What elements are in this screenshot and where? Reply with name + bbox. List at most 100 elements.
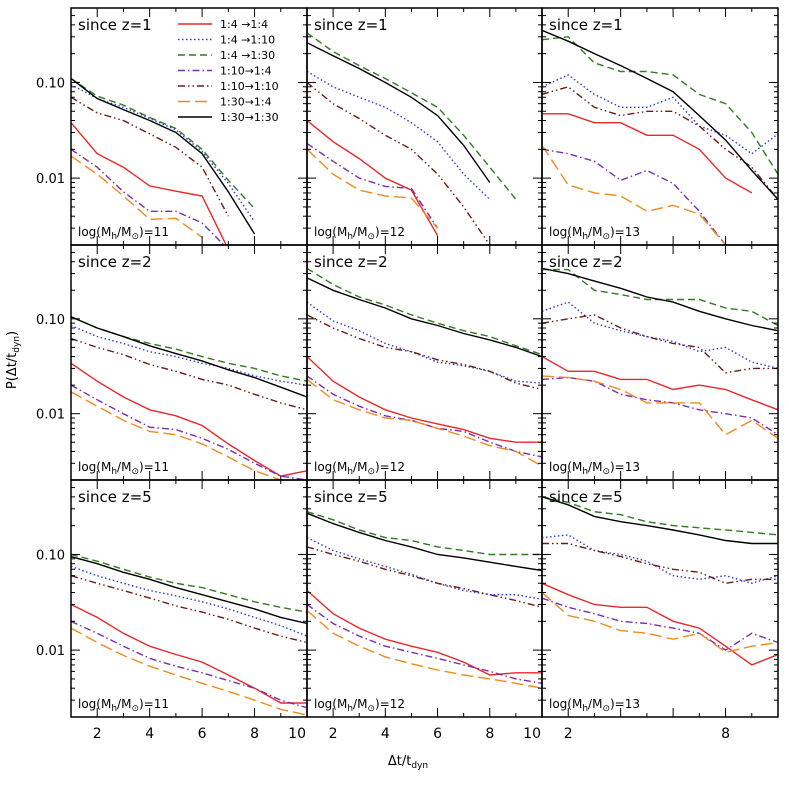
series-group — [71, 553, 307, 716]
series-line-4 — [71, 148, 225, 245]
panel-title: since z=1 — [78, 16, 152, 34]
series-line-6 — [307, 378, 542, 467]
series-line-3 — [307, 511, 542, 556]
series-line-4 — [542, 148, 727, 245]
series-line-3 — [542, 36, 778, 175]
legend-label: 1:4 →1:4 — [220, 18, 268, 31]
series-line-4 — [71, 384, 307, 480]
series-line-2 — [71, 565, 307, 637]
panel-grid: 0.01 0.10 since z=1 log(Mh/M⊙)=11 since z=1 l… — [36, 7, 779, 742]
series-line-7 — [542, 267, 778, 332]
series-line-7 — [71, 77, 256, 235]
mass-label: log(Mh/M⊙)=11 — [78, 697, 169, 714]
panel-frame — [306, 479, 543, 718]
series-line-5 — [542, 542, 778, 585]
series-line-4 — [71, 620, 307, 709]
mass-label: log(Mh/M⊙)=13 — [549, 697, 640, 714]
panel-frame — [541, 7, 779, 246]
panel-r2c3: since z=2 log(Mh/M⊙)=13 — [541, 244, 779, 481]
mass-label: log(Mh/M⊙)=13 — [549, 460, 640, 477]
x-tick-label: 6 — [198, 726, 207, 742]
series-line-6 — [307, 609, 542, 689]
series-line-7 — [542, 29, 778, 200]
mass-label: log(Mh/M⊙)=13 — [549, 225, 640, 242]
series-line-1 — [307, 119, 439, 237]
series-line-7 — [307, 42, 491, 183]
series-line-5 — [542, 314, 778, 374]
legend-label: 1:30→1:30 — [220, 111, 279, 124]
panel-title: since z=5 — [78, 488, 152, 506]
mass-label: log(Mh/M⊙)=12 — [314, 697, 405, 714]
series-line-3 — [71, 553, 307, 613]
series-line-3 — [71, 77, 256, 210]
x-tick-label: 6 — [433, 726, 442, 742]
panel-title: since z=2 — [549, 253, 623, 271]
y-tick-label: 0.10 — [36, 313, 65, 328]
mass-label: log(Mh/M⊙)=12 — [314, 225, 405, 242]
legend-label: 1:10→1:10 — [220, 80, 279, 93]
series-line-4 — [307, 142, 439, 229]
panel-title: since z=1 — [314, 16, 388, 34]
series-line-5 — [307, 81, 491, 245]
series-group — [307, 267, 542, 467]
series-line-3 — [542, 268, 778, 327]
panel-r3c3: 2 8 since z=5 log(Mh/M⊙)=13 — [541, 479, 779, 742]
panel-r1c3: since z=1 log(Mh/M⊙)=13 — [541, 7, 779, 246]
series-line-2 — [307, 70, 491, 200]
series-line-4 — [307, 603, 542, 684]
series-line-5 — [71, 337, 307, 411]
series-line-6 — [71, 391, 286, 480]
series-line-7 — [307, 277, 542, 358]
series-line-3 — [542, 496, 778, 536]
panel-r3c2: 2 4 6 8 10 since z=5 log(Mh/M⊙)=12 — [306, 479, 543, 742]
x-tick-label: 10 — [523, 726, 541, 742]
series-line-1 — [542, 355, 778, 411]
series-line-5 — [71, 575, 307, 644]
series-line-7 — [71, 555, 307, 625]
panel-r2c2: since z=2 log(Mh/M⊙)=12 — [306, 244, 543, 481]
mass-label: log(Mh/M⊙)=11 — [78, 460, 169, 477]
panel-frame — [541, 479, 779, 718]
series-group — [307, 32, 517, 245]
x-axis-label: Δt/tdyn — [388, 754, 428, 771]
legend-label: 1:4 →1:30 — [220, 49, 275, 62]
series-line-6 — [71, 155, 203, 238]
series-line-1 — [71, 603, 307, 704]
x-tick-label: 8 — [250, 726, 259, 742]
panel-title: since z=1 — [549, 16, 623, 34]
series-group — [71, 316, 307, 480]
panel-frame — [70, 244, 308, 481]
mass-label: log(Mh/M⊙)=12 — [314, 460, 405, 477]
series-line-2 — [307, 536, 542, 600]
series-line-6 — [542, 145, 727, 245]
series-line-7 — [307, 512, 542, 572]
series-line-3 — [307, 267, 542, 356]
panel-title: since z=5 — [549, 488, 623, 506]
y-tick-label: 0.10 — [36, 76, 65, 91]
y-tick-label: 0.01 — [36, 408, 65, 423]
series-line-6 — [542, 591, 778, 654]
series-line-1 — [542, 113, 753, 194]
y-tick-label: 0.01 — [36, 172, 65, 187]
panel-title: since z=2 — [78, 253, 152, 271]
panel-title: since z=5 — [314, 488, 388, 506]
series-line-4 — [307, 375, 542, 458]
series-line-1 — [71, 122, 227, 245]
panel-frame — [541, 244, 779, 481]
legend-label: 1:4 →1:10 — [220, 34, 275, 47]
series-line-7 — [542, 496, 778, 545]
series-line-2 — [71, 83, 256, 223]
series-line-5 — [307, 546, 542, 608]
series-line-5 — [307, 314, 542, 391]
series-group — [542, 29, 778, 245]
series-line-5 — [542, 86, 778, 200]
x-tick-label: 8 — [721, 726, 730, 742]
panel-r3c1: 0.01 0.10 2 4 6 8 10 since z=5 log(Mh/M⊙)=11 — [36, 479, 308, 742]
panel-r1c2: since z=1 log(Mh/M⊙)=12 — [306, 7, 543, 246]
x-tick-label: 10 — [288, 726, 306, 742]
series-line-4 — [542, 597, 778, 651]
series-line-1 — [542, 582, 778, 666]
x-tick-label: 2 — [564, 726, 573, 742]
legend: 1:4 →1:4 1:4 →1:10 1:4 →1:30 1:10→1:4 1:10→1… — [178, 18, 279, 124]
